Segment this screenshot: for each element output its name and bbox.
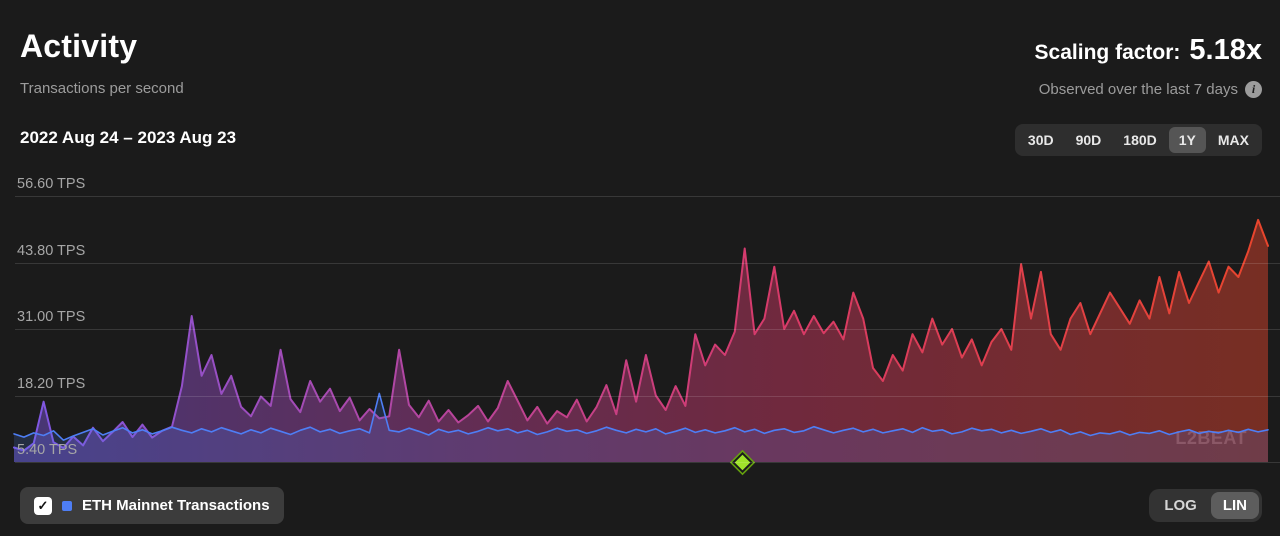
eth-series-swatch [62, 500, 72, 511]
scaling-factor-label: Scaling factor: [1034, 41, 1181, 64]
scaling-factor-value: 5.18x [1189, 34, 1262, 66]
eth-mainnet-line [13, 392, 1269, 441]
y-axis-tick-label: 5.40 TPS [17, 442, 78, 458]
y-axis-tick-label: 18.20 TPS [17, 375, 86, 392]
gridline [15, 395, 1280, 397]
y-axis-tick-label: 56.60 TPS [17, 176, 86, 192]
range-button-180d[interactable]: 180D [1113, 127, 1166, 153]
legend-eth-mainnet[interactable]: ✓ ETH Mainnet Transactions [20, 487, 284, 524]
range-button-90d[interactable]: 90D [1066, 127, 1112, 153]
legend-checkbox[interactable]: ✓ [34, 496, 52, 515]
eth-mainnet-area [14, 393, 1268, 462]
gridline [15, 462, 1280, 463]
range-button-1y[interactable]: 1Y [1168, 127, 1206, 153]
gridline [15, 196, 1280, 197]
scale-button-log[interactable]: LOG [1152, 492, 1209, 519]
y-axis-tick-label: 43.80 TPS [17, 242, 86, 259]
info-icon[interactable]: i [1245, 81, 1262, 98]
y-axis-tick-label: 31.00 TPS [17, 309, 86, 325]
observed-text: Observed over the last 7 days [1038, 81, 1238, 98]
date-range-label: 2022 Aug 24 – 2023 Aug 23 [20, 128, 237, 147]
scaling-factor: Scaling factor: 5.18x [1035, 34, 1262, 67]
range-button-max[interactable]: MAX [1208, 127, 1259, 153]
activity-chart-svg[interactable] [0, 170, 1280, 470]
time-range-selector: 30D 90D 180D 1Y MAX [1014, 124, 1262, 156]
gridline [15, 262, 1280, 264]
page-subtitle: Transactions per second [20, 80, 184, 97]
total-tps-area [14, 219, 1268, 462]
total-tps-line [13, 218, 1269, 452]
range-button-30d[interactable]: 30D [1018, 127, 1064, 153]
legend-label: ETH Mainnet Transactions [82, 497, 270, 514]
scale-button-lin[interactable]: LIN [1210, 492, 1259, 519]
scale-toggle: LOG LIN [1149, 489, 1262, 522]
observed-period: Observed over the last 7 days i [1039, 81, 1262, 98]
gridline [15, 329, 1280, 330]
chart-area[interactable]: L2BEAT 56.60 TPS 43.80 TPS 31.00 TPS 18.20 … [0, 170, 1280, 473]
page-title: Activity [20, 28, 138, 64]
